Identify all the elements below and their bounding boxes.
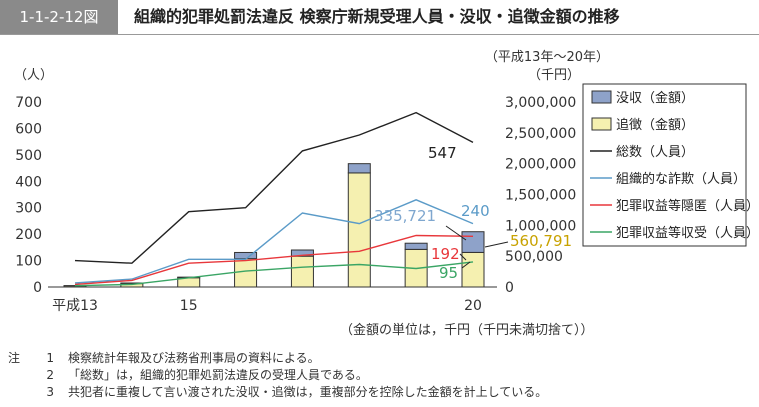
bar-confiscation: [404, 242, 428, 250]
right-tick-label: 0: [505, 280, 514, 296]
note-number: 3: [46, 385, 54, 399]
legend-label: 犯罪収益等隠匿（人員）: [616, 198, 759, 214]
legend-swatch-collection: [591, 117, 612, 131]
legend-label: 総数（人員）: [616, 145, 694, 160]
right-tick-label: 3,000,000: [505, 95, 576, 111]
annotation-collection-leader: [484, 241, 509, 248]
annotation-receipt: 95: [439, 264, 458, 282]
right-tick-label: 2,500,000: [505, 126, 576, 142]
legend-label: 追徴（金額）: [616, 117, 694, 133]
legend-box: [582, 83, 747, 247]
legend-label: 組織的な詐欺（人員）: [616, 171, 746, 187]
note-text: 検察統計年報及び法務省刑事局の資料による。: [68, 351, 320, 365]
header-divider: [0, 34, 759, 35]
note-row: 注 1 検察統計年報及び法務省刑事局の資料による。: [8, 350, 547, 367]
note-number: 2: [46, 368, 54, 382]
unit-note: （金額の単位は，千円（千円未満切捨て））: [340, 323, 594, 338]
left-tick-label: 400: [15, 174, 42, 190]
right-tick-label: 2,000,000: [505, 157, 576, 173]
left-tick-label: 200: [15, 227, 42, 243]
bar-collection: [461, 251, 485, 288]
right-tick-label: 1,000,000: [505, 218, 576, 234]
legend-label: 犯罪収益等収受（人員）: [616, 225, 759, 241]
annotation-receipt-leader: [461, 261, 471, 269]
left-tick-label: 300: [15, 201, 42, 217]
right-tick-label: 1,500,000: [505, 188, 576, 204]
left-tick-label: 600: [15, 121, 42, 137]
bar-confiscation: [290, 249, 314, 257]
right-axis-unit: （千円）: [528, 68, 580, 83]
note-row: 2 「総数」は，組織的犯罪処罰法違反の受理人員である。: [8, 367, 547, 384]
annotation-confiscation-leader: [445, 225, 467, 241]
annotation-confiscation: 335,721: [374, 207, 436, 225]
left-tick-label: 0: [33, 280, 42, 296]
note-row: 3 共犯者に重複して言い渡された没収・追徴は，重複部分を控除した金額を計上してい…: [8, 384, 547, 401]
left-tick-label: 100: [15, 254, 42, 270]
bar-collection: [347, 172, 371, 288]
left-tick-label: 500: [15, 148, 42, 164]
left-axis-unit: （人）: [14, 68, 53, 83]
annotation-concealment-leader: [459, 253, 467, 261]
period-note: （平成13年～20年）: [484, 50, 609, 65]
annotation-total: 547: [428, 144, 457, 162]
annotation-fraud: 240: [461, 202, 490, 220]
bar-collection: [234, 258, 258, 288]
figure-header: 1-1-2-12図 組織的犯罪処罰法違反 検察庁新規受理人員・没収・追徴金額の推…: [0, 0, 759, 35]
x-tick-label: 平成13: [52, 298, 98, 314]
line-receipt: [74, 261, 474, 287]
right-tick-label: 500,000: [505, 249, 563, 265]
legend-swatch-confiscation: [591, 90, 612, 104]
bar-confiscation: [347, 163, 371, 174]
x-tick-label: 15: [180, 298, 198, 314]
annotation-concealment: 192: [431, 245, 460, 263]
note-text: 共犯者に重複して言い渡された没収・追徴は，重複部分を控除した金額を計上している。: [68, 385, 548, 399]
notes-heading: 注: [8, 351, 21, 365]
bar-collection: [290, 255, 314, 288]
notes-block: 注 1 検察統計年報及び法務省刑事局の資料による。 2 「総数」は，組織的犯罪処…: [8, 350, 547, 401]
line-total: [74, 111, 474, 264]
x-tick-label: 20: [464, 298, 482, 314]
note-number: 1: [46, 351, 54, 365]
annotation-collection: 560,791: [510, 232, 572, 250]
note-text: 「総数」は，組織的犯罪処罰法違反の受理人員である。: [68, 368, 368, 382]
line-fraud: [74, 199, 474, 284]
bar-confiscation: [461, 231, 485, 253]
figure-label: 1-1-2-12図: [0, 0, 118, 34]
chart-title: 組織的犯罪処罰法違反 検察庁新規受理人員・没収・追徴金額の推移: [134, 7, 620, 26]
legend-label: 没収（金額）: [616, 90, 694, 106]
left-tick-label: 700: [15, 95, 42, 111]
line-concealment: [74, 234, 474, 286]
